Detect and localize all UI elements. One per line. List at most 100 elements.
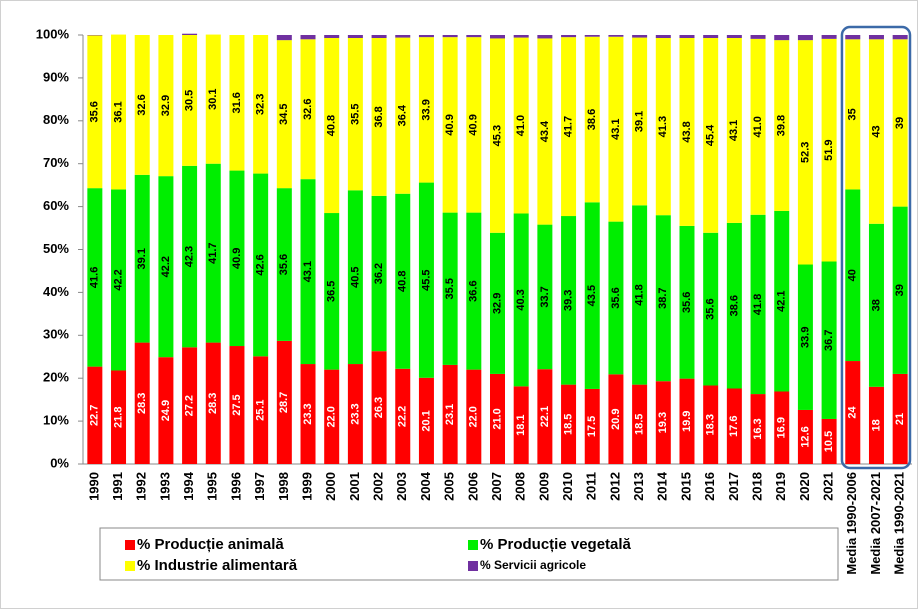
bar-segment [703, 385, 719, 464]
value-label: 39 [894, 117, 906, 129]
bar-segment [750, 394, 766, 464]
x-tick-label: 2003 [394, 472, 409, 501]
bar-segment [821, 35, 837, 39]
bar-segment [726, 388, 742, 464]
x-tick-label: 1993 [157, 472, 172, 501]
value-label: 41.7 [562, 116, 574, 137]
bar-segment [797, 264, 813, 410]
bar-segment [774, 35, 790, 41]
bar-segment [679, 35, 695, 39]
value-label: 27.5 [231, 394, 243, 415]
bar-segment [774, 40, 790, 211]
legend-label: % Producție animală [137, 536, 284, 553]
value-label: 40.5 [349, 266, 361, 287]
value-label: 42.2 [112, 269, 124, 290]
bar-segment [276, 40, 292, 189]
bar-segment [750, 214, 766, 395]
value-label: 36.7 [823, 330, 835, 351]
x-tick-label: 1996 [228, 472, 243, 501]
bar-segment [584, 202, 600, 389]
x-tick-label: 1994 [181, 471, 196, 501]
bar-segment [229, 170, 245, 347]
bar-segment [324, 35, 340, 39]
value-label: 32.3 [255, 94, 267, 115]
legend-swatch [125, 540, 135, 550]
x-tick-label: Media 1990-2006 [844, 472, 859, 575]
bar-segment [797, 35, 813, 41]
value-label: 41.8 [634, 284, 646, 305]
value-label: 39.8 [776, 115, 788, 136]
bar-segment [490, 232, 505, 374]
value-label: 22.2 [397, 406, 409, 427]
bar-segment [632, 37, 648, 206]
value-label: 16.3 [752, 418, 764, 439]
bar-segment [490, 373, 505, 464]
bar-segment [300, 39, 316, 180]
bar-segment [276, 35, 292, 41]
value-label: 42.2 [160, 256, 172, 277]
bar-segment [134, 174, 150, 343]
bar-segment [253, 173, 269, 357]
bar-segment [442, 37, 458, 213]
bar-segment [182, 35, 198, 166]
bar-segment [892, 373, 908, 464]
value-label: 30.5 [183, 90, 195, 111]
value-label: 43.1 [728, 120, 740, 141]
value-label: 22.1 [539, 406, 551, 427]
bar-segment [845, 35, 861, 40]
value-label: 32.6 [302, 99, 314, 120]
bar-segment [347, 364, 363, 464]
value-label: 25.1 [255, 399, 267, 420]
bar-segment [371, 195, 387, 352]
bar-segment [655, 35, 671, 39]
bar-segment [276, 340, 292, 464]
value-label: 52.3 [799, 142, 811, 163]
value-label: 36.4 [397, 104, 409, 126]
bar-segment [418, 35, 434, 38]
y-tick-label: 20% [43, 370, 69, 385]
bar-segment [418, 37, 434, 183]
bar-segment [703, 35, 719, 39]
bar-segment [774, 210, 790, 392]
x-tick-label: 2021 [821, 472, 836, 501]
bar-segment [679, 38, 695, 226]
bar-segment [774, 391, 790, 464]
x-tick-label: 2006 [465, 472, 480, 501]
value-label: 18.1 [515, 414, 527, 435]
value-label: 42.6 [255, 254, 267, 275]
bar-segment [821, 38, 837, 262]
bar-segment [655, 215, 671, 382]
bar-segment [324, 38, 340, 214]
value-label: 18.3 [705, 414, 717, 435]
value-label: 41.0 [515, 115, 527, 136]
value-label: 40.3 [515, 289, 527, 310]
bar-segment [490, 35, 505, 39]
bar-segment [726, 35, 742, 39]
bar-segment [726, 222, 742, 389]
bar-segment [703, 232, 719, 386]
value-label: 36.8 [373, 106, 385, 127]
x-tick-label: Media 2007-2021 [868, 472, 883, 575]
highlight-box [840, 25, 912, 470]
bar-segment [300, 35, 316, 40]
bar-segment [608, 35, 624, 37]
value-label: 21 [894, 413, 906, 425]
value-label: 38 [870, 299, 882, 311]
value-label: 35 [847, 108, 859, 120]
bar-segment [821, 261, 837, 419]
y-tick-label: 80% [43, 112, 69, 127]
bar-segment [395, 193, 411, 369]
bar-segment [561, 216, 577, 385]
value-label: 22.0 [468, 406, 480, 427]
bar-segment [418, 182, 434, 378]
x-tick-label: 1991 [110, 472, 125, 501]
legend-swatch [468, 540, 478, 550]
bar-segment [632, 205, 648, 385]
value-label: 39.1 [136, 248, 148, 269]
bar-segment [608, 221, 624, 375]
bar-segment [442, 212, 458, 365]
x-tick-label: 2011 [584, 472, 599, 500]
bar-segment [513, 213, 529, 387]
bar-segment [347, 190, 363, 365]
bar-segment [418, 377, 434, 464]
